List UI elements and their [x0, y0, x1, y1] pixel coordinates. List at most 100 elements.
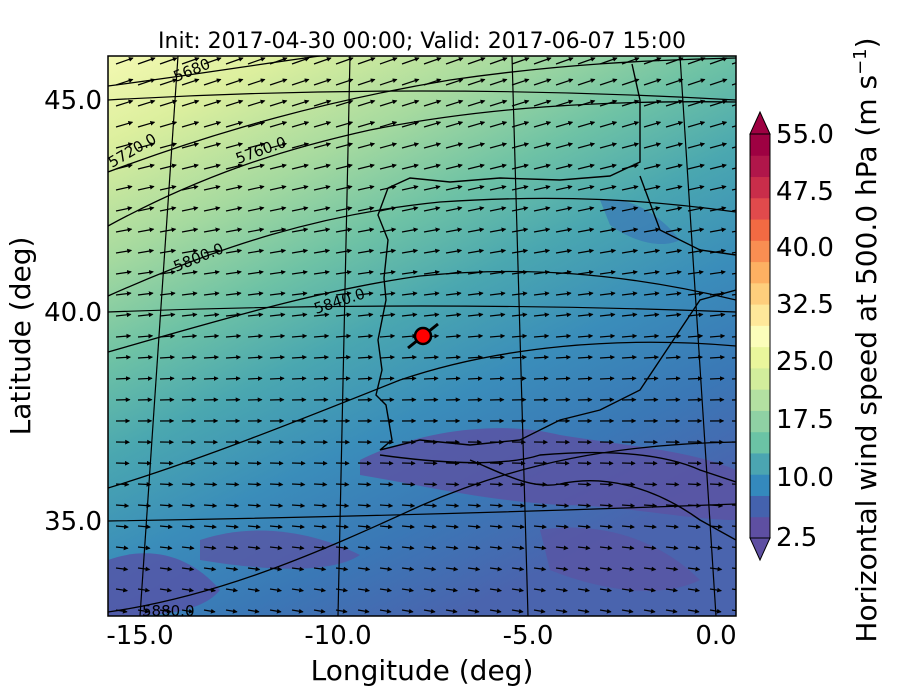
wind-arrow — [291, 354, 307, 360]
wind-arrow — [115, 270, 132, 275]
wind-arrow — [555, 227, 573, 233]
wind-arrow — [731, 209, 736, 212]
wind-arrow — [247, 206, 265, 212]
wind-arrow — [511, 482, 526, 487]
wind-arrow — [313, 354, 329, 360]
wind-arrow — [511, 503, 526, 509]
wind-arrow — [489, 524, 503, 530]
wind-arrow — [115, 78, 134, 86]
wind-arrow — [115, 482, 130, 487]
wind-arrow — [247, 291, 264, 296]
wind-arrow — [335, 121, 354, 128]
wind-arrow — [643, 354, 659, 360]
wind-arrow — [731, 525, 736, 527]
wind-arrow — [203, 270, 220, 275]
colorbar-tick-label: 17.5 — [776, 405, 834, 435]
wind-arrow — [621, 270, 638, 275]
wind-arrow — [137, 163, 155, 170]
wind-arrow — [269, 121, 288, 128]
wind-arrow — [291, 376, 307, 381]
wind-arrow — [225, 503, 240, 509]
wind-arrow — [533, 270, 550, 275]
wind-arrow — [269, 376, 285, 381]
colorbar-segment — [750, 134, 770, 156]
wind-arrow — [555, 503, 570, 509]
wind-arrow — [599, 524, 613, 530]
wind-arrow — [115, 333, 132, 339]
wind-arrow — [401, 376, 417, 381]
wind-arrow — [643, 524, 657, 530]
colorbar-segments — [750, 134, 770, 539]
station-marker[interactable] — [407, 322, 439, 350]
colorbar-segment — [750, 197, 770, 220]
wind-arrow — [577, 545, 591, 551]
wind-arrow — [159, 248, 177, 254]
wind-arrow — [159, 184, 177, 191]
wind-arrow — [467, 482, 482, 487]
wind-arrow — [291, 206, 309, 212]
wind-arrow — [159, 121, 178, 128]
wind-arrow — [731, 504, 736, 506]
wind-arrow — [533, 482, 548, 487]
wind-arrow — [203, 163, 221, 170]
wind-arrow — [401, 78, 420, 86]
wind-arrow — [181, 376, 197, 381]
wind-arrow — [181, 312, 198, 318]
wind-arrow — [555, 184, 573, 191]
wind-arrow — [577, 587, 590, 593]
wind-arrow — [313, 291, 330, 296]
wind-arrow — [731, 546, 736, 549]
wind-arrow — [225, 376, 241, 381]
wind-arrow — [467, 57, 486, 65]
wind-arrow — [357, 142, 376, 149]
wind-arrow — [687, 376, 703, 381]
low-speed-patch — [360, 428, 736, 520]
wind-arrow — [621, 121, 640, 128]
wind-arrow — [511, 206, 529, 212]
wind-arrow — [423, 482, 438, 487]
wind-arrow — [621, 163, 639, 170]
wind-arrow — [467, 376, 483, 381]
wind-arrow — [731, 167, 736, 170]
wind-arrow — [731, 314, 736, 317]
wind-arrow — [445, 248, 463, 254]
wind-arrow — [335, 312, 352, 318]
wind-arrow — [577, 566, 591, 572]
wind-arrow — [731, 188, 736, 191]
x-tick-label: -10.0 — [304, 621, 371, 651]
wind-arrow — [665, 333, 682, 339]
wind-arrow — [665, 121, 684, 128]
wind-arrow — [115, 545, 129, 551]
wind-arrow — [533, 524, 547, 530]
colorbar-segment — [750, 474, 770, 496]
wind-arrow — [247, 142, 266, 149]
wind-arrow — [489, 312, 506, 318]
wind-arrow — [401, 566, 415, 572]
wind-arrow — [357, 163, 375, 170]
wind-arrow — [225, 248, 243, 254]
wind-arrow — [225, 163, 243, 170]
plot-area: 5680 5720.0 5760.0 5800.0 5840.0 5880.0 — [108, 56, 736, 616]
wind-arrow — [643, 545, 657, 551]
wind-arrow — [533, 545, 547, 551]
colorbar-tick-label: 47.5 — [776, 177, 834, 207]
wind-arrow — [313, 566, 327, 572]
wind-arrow — [687, 524, 701, 530]
wind-arrow — [357, 333, 374, 339]
wind-arrow — [335, 270, 352, 275]
wind-arrow — [643, 78, 662, 86]
wind-arrow — [621, 291, 638, 296]
wind-arrow — [533, 142, 552, 149]
x-tick-label: -15.0 — [106, 621, 173, 651]
wind-arrow — [423, 566, 437, 572]
wind-arrow — [687, 608, 700, 614]
wind-arrow — [445, 142, 464, 149]
x-tick-label: 0.0 — [695, 621, 736, 651]
wind-arrow — [731, 125, 736, 128]
wind-arrow — [643, 291, 660, 296]
colorbar-segment — [750, 495, 770, 518]
y-tick-label: 40.0 — [44, 298, 102, 328]
wind-arrow — [291, 270, 308, 275]
wind-arrow — [687, 163, 705, 170]
wind-arrow — [621, 503, 636, 509]
